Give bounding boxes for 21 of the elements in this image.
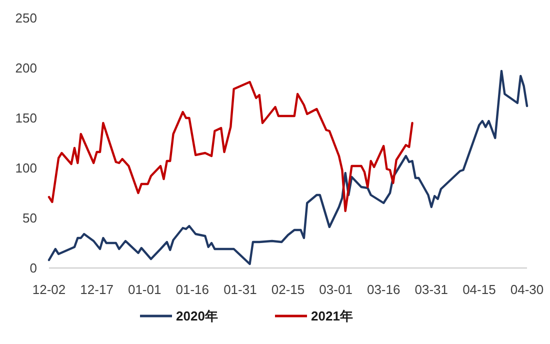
y-tick-label: 150 [15, 110, 37, 126]
x-tick-label: 01-31 [224, 282, 257, 297]
x-tick-label: 12-02 [32, 282, 66, 297]
legend-label: 2021年 [311, 308, 353, 324]
x-tick-label: 01-16 [176, 282, 210, 297]
line-series [48, 80, 414, 212]
x-tick-label: 04-15 [462, 282, 496, 297]
line-series [48, 70, 528, 266]
x-tick-label: 12-17 [80, 282, 114, 297]
x-tick-label: 01-01 [128, 282, 162, 297]
legend-label: 2020年 [176, 308, 218, 324]
y-tick-label: 50 [22, 210, 37, 226]
y-tick-label: 200 [15, 60, 37, 76]
x-tick-label: 03-01 [319, 282, 352, 297]
x-tick-label: 03-16 [366, 282, 400, 297]
x-tick-label: 02-15 [271, 282, 305, 297]
x-tick-label: 04-30 [510, 282, 544, 297]
x-tick-label: 03-31 [414, 282, 448, 297]
y-tick-label: 0 [30, 260, 37, 276]
y-tick-label: 100 [15, 160, 37, 176]
y-tick-label: 250 [15, 10, 37, 26]
